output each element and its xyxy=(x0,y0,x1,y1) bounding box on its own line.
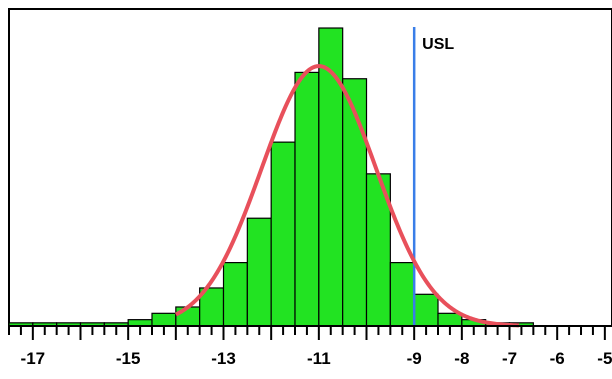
usl-group: USL xyxy=(412,27,454,326)
histogram-bar xyxy=(413,293,439,327)
histogram-bar xyxy=(270,141,296,327)
histogram-bar xyxy=(175,306,201,327)
x-tick-label: -5 xyxy=(597,349,612,368)
x-tick-label: -11 xyxy=(307,349,331,368)
x-axis-ticks xyxy=(8,326,606,340)
x-tick-label: -13 xyxy=(211,349,236,368)
histogram-bar xyxy=(389,262,415,327)
usl-label: USL xyxy=(422,36,454,53)
x-tick-label: -7 xyxy=(502,349,517,368)
histogram-bar xyxy=(437,312,463,327)
histogram-bar xyxy=(246,217,272,327)
x-tick-label: -17 xyxy=(21,349,46,368)
histogram-bar xyxy=(151,312,177,327)
x-tick-label: -6 xyxy=(550,349,565,368)
x-tick-label: -8 xyxy=(454,349,469,368)
bars-layer xyxy=(8,27,534,327)
normal-fit-curve xyxy=(174,64,520,328)
histogram-bar xyxy=(294,71,320,327)
x-tick-label: -9 xyxy=(407,349,422,368)
histogram-bar xyxy=(222,262,248,327)
x-axis-tick-labels: -17 -15 -13 -11 -9 -8 -7 -6 -5 xyxy=(21,349,612,368)
x-tick-label: -15 xyxy=(116,349,141,368)
